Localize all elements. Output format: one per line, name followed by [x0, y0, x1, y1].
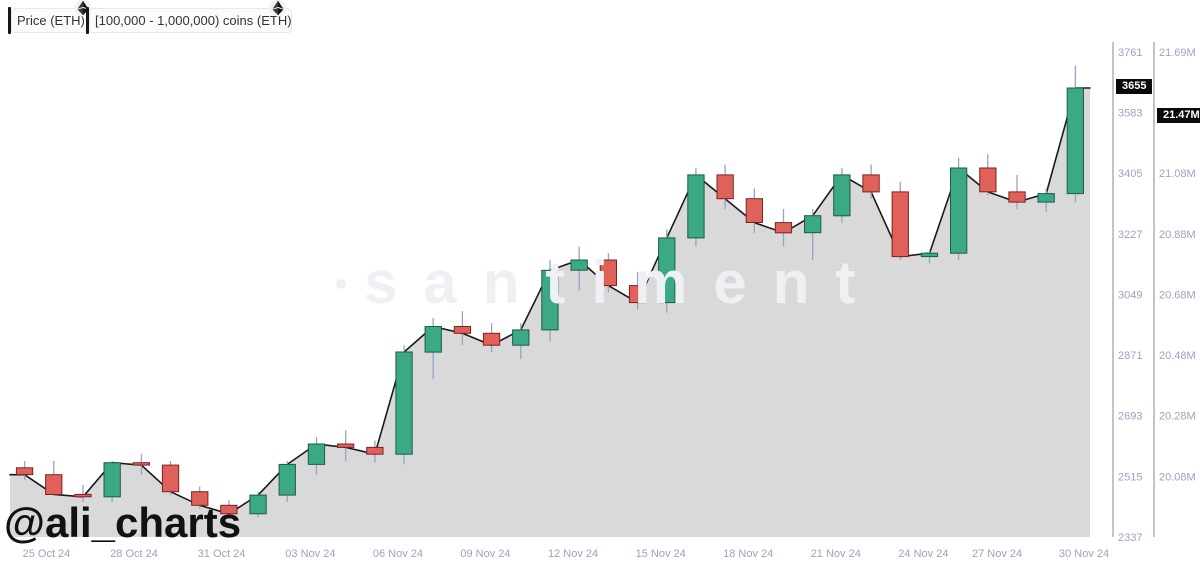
- svg-text:3227: 3227: [1118, 229, 1142, 241]
- svg-text:20.88M: 20.88M: [1159, 229, 1196, 241]
- svg-text:21.08M: 21.08M: [1159, 168, 1196, 180]
- svg-text:31 Oct 24: 31 Oct 24: [198, 548, 246, 560]
- svg-text:28 Oct 24: 28 Oct 24: [110, 548, 158, 560]
- svg-text:25 Oct 24: 25 Oct 24: [23, 548, 71, 560]
- svg-text:21 Nov 24: 21 Nov 24: [811, 548, 861, 560]
- svg-text:3405: 3405: [1118, 168, 1142, 180]
- svg-text:03 Nov 24: 03 Nov 24: [285, 548, 335, 560]
- svg-text:15 Nov 24: 15 Nov 24: [636, 548, 686, 560]
- svg-text:3049: 3049: [1118, 289, 1142, 301]
- svg-text:24 Nov 24: 24 Nov 24: [898, 548, 948, 560]
- svg-text:20.68M: 20.68M: [1159, 289, 1196, 301]
- svg-text:2337: 2337: [1118, 532, 1142, 544]
- svg-text:06 Nov 24: 06 Nov 24: [373, 548, 423, 560]
- svg-text:27 Nov 24: 27 Nov 24: [972, 548, 1022, 560]
- svg-text:3583: 3583: [1118, 108, 1142, 120]
- svg-text:12 Nov 24: 12 Nov 24: [548, 548, 598, 560]
- svg-text:09 Nov 24: 09 Nov 24: [460, 548, 510, 560]
- svg-text:2693: 2693: [1118, 411, 1142, 423]
- svg-text:30 Nov 24: 30 Nov 24: [1059, 548, 1109, 560]
- svg-text:2871: 2871: [1118, 350, 1142, 362]
- svg-text:3761: 3761: [1118, 47, 1142, 59]
- svg-text:21.69M: 21.69M: [1159, 47, 1196, 59]
- svg-text:20.08M: 20.08M: [1159, 471, 1196, 483]
- svg-text:20.28M: 20.28M: [1159, 411, 1196, 423]
- svg-text:20.48M: 20.48M: [1159, 350, 1196, 362]
- svg-text:2515: 2515: [1118, 471, 1142, 483]
- svg-text:18 Nov 24: 18 Nov 24: [723, 548, 773, 560]
